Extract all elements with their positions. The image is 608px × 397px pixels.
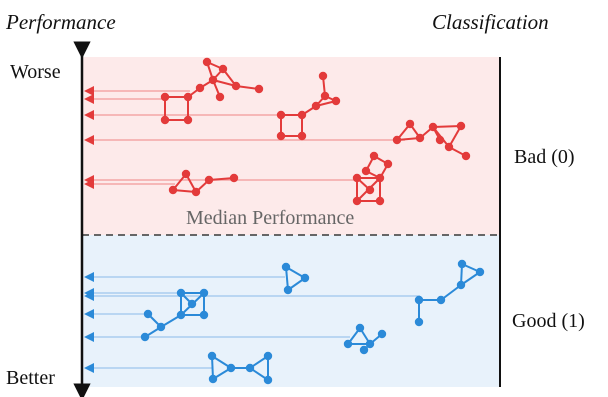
good-arrowheads (84, 272, 94, 373)
bad-graph-1 (160, 57, 264, 125)
good-arrows (92, 276, 420, 369)
good-graph-3 (414, 259, 485, 327)
bad-region (82, 57, 500, 235)
good-graph-5 (207, 351, 273, 385)
bad-graph-2 (276, 71, 341, 141)
good-arrowhead (84, 309, 94, 319)
bad-graph-4 (168, 169, 239, 197)
bad-arrowhead (84, 94, 94, 104)
bad-graph-3 (392, 119, 471, 161)
good-arrowhead (84, 291, 94, 301)
good-arrowhead (84, 363, 94, 373)
good-class-label: Good (1) (512, 310, 585, 332)
median-performance-label: Median Performance (186, 207, 355, 229)
bad-class-label: Bad (0) (514, 146, 575, 168)
bad-arrowhead (84, 179, 94, 189)
good-arrowhead (84, 332, 94, 342)
good-arrowhead (84, 272, 94, 282)
bad-arrowhead (84, 86, 94, 96)
good-graph-4 (343, 323, 387, 355)
bad-graph-5 (352, 151, 393, 206)
bad-arrowhead (84, 135, 94, 145)
good-graph-2 (140, 288, 209, 342)
bad-arrowheads (84, 86, 94, 189)
performance-header: Performance (6, 10, 116, 34)
bad-arrowhead (84, 110, 94, 120)
classification-header: Classification (432, 10, 549, 34)
good-region (82, 235, 500, 387)
good-graph-1 (281, 262, 310, 295)
worse-label: Worse (10, 61, 61, 83)
bad-arrows (92, 90, 405, 185)
better-label: Better (6, 367, 55, 389)
